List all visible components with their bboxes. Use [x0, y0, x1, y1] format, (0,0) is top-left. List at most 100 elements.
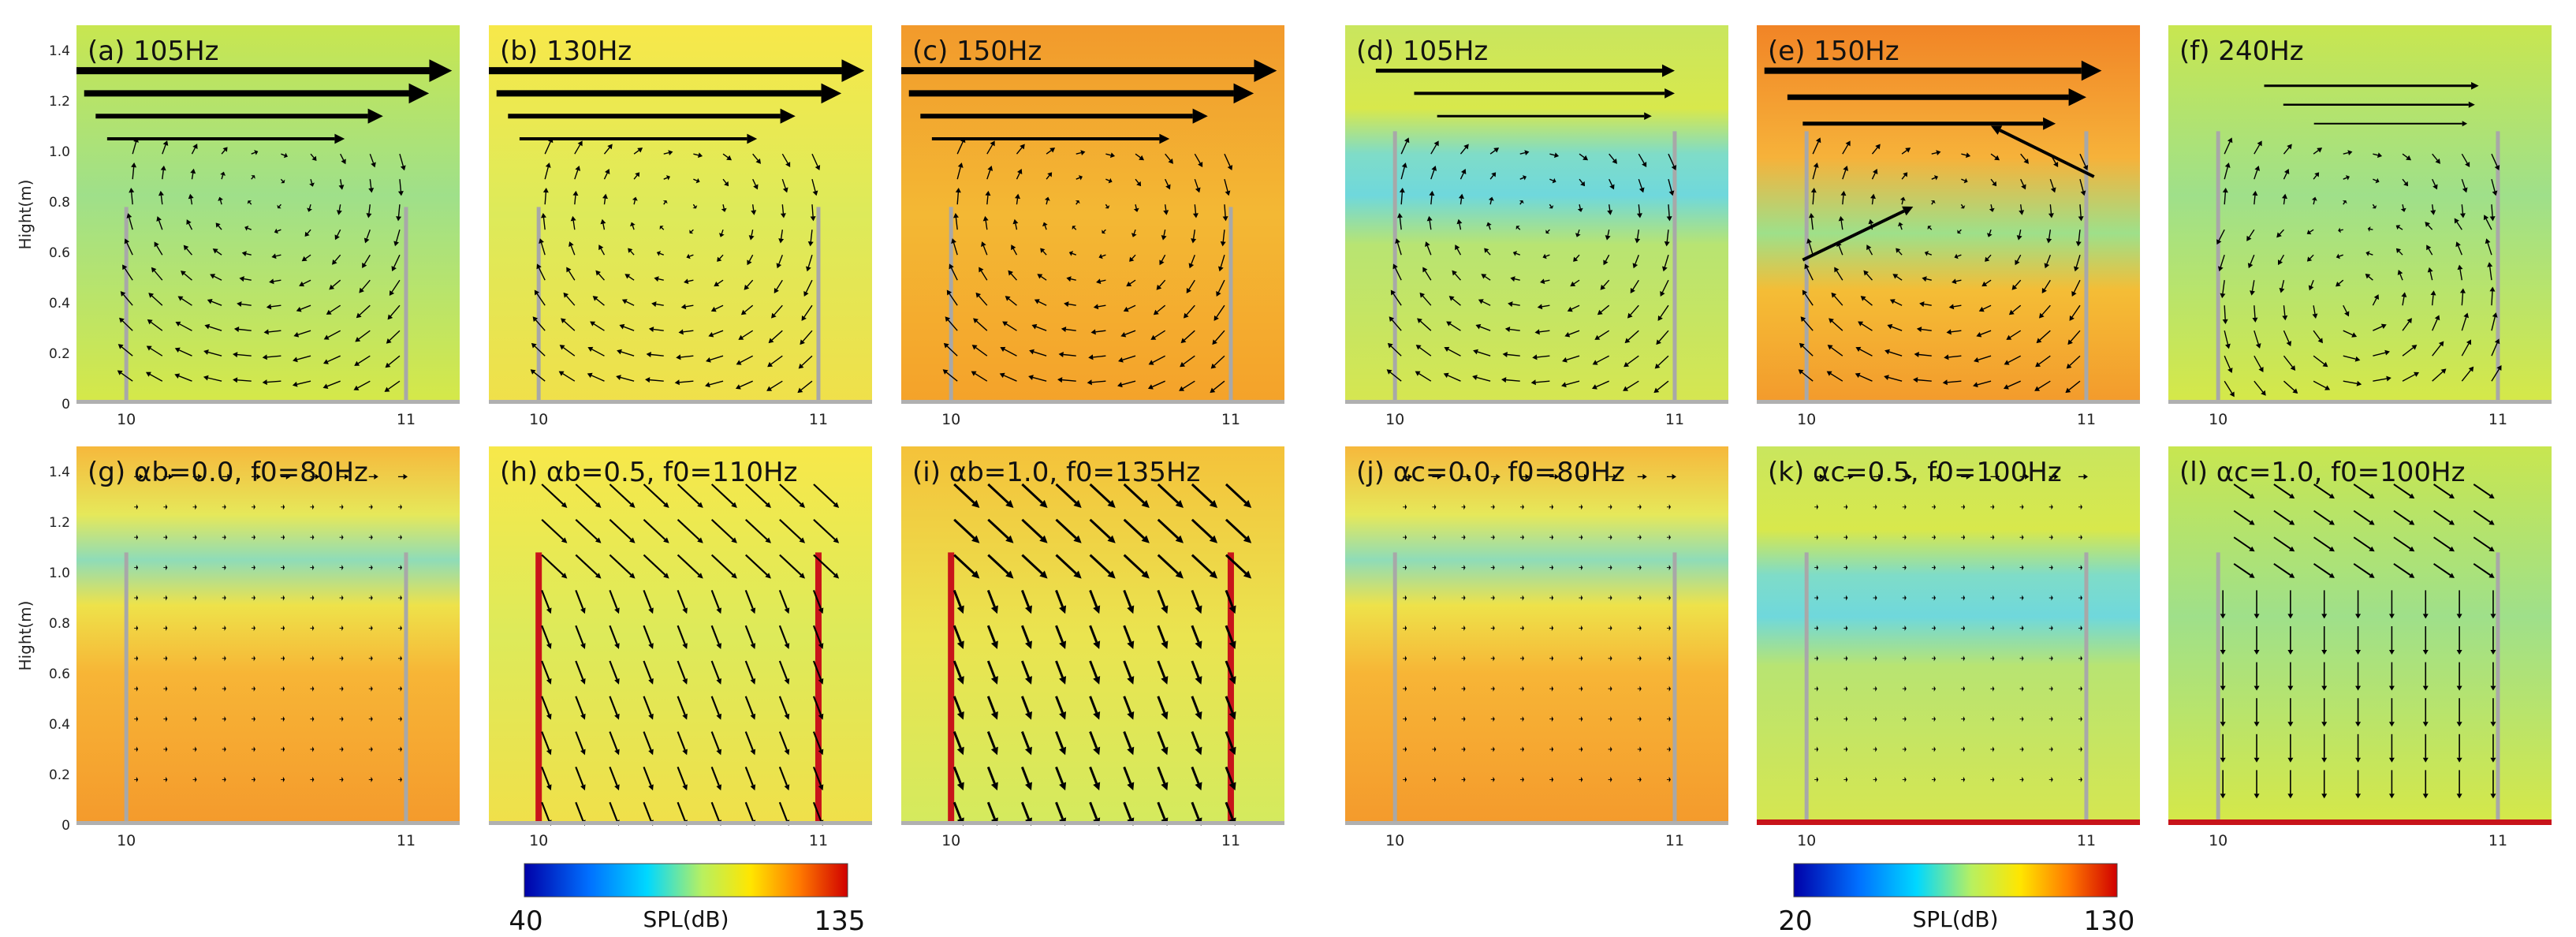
y-tick-label: 1.0 [49, 144, 70, 160]
y-tick-label: 0.6 [49, 666, 70, 682]
x-tick-label: 11 [1221, 411, 1240, 428]
colorbar-label: SPL(dB) [1912, 906, 1998, 932]
y-tick-label: 0.8 [49, 616, 70, 632]
panel-f: (f) 240Hz 10 11 [2168, 25, 2552, 428]
y-tick-label: 0.4 [49, 296, 70, 312]
x-tick-label: 10 [529, 832, 548, 849]
x-tick-label: 11 [2077, 832, 2096, 849]
x-tick-label: 11 [809, 832, 828, 849]
ground-line [2168, 400, 2552, 404]
colorbar-max: 130 [2084, 905, 2135, 937]
barrier-right [404, 207, 408, 404]
y-tick-label: 0.4 [49, 717, 70, 733]
panel-e: (e) 150Hz 10 11 [1757, 25, 2140, 428]
panel-title: (d) 105Hz [1356, 35, 1488, 67]
y-tick-label: 1.4 [49, 43, 70, 59]
x-tick-label: 11 [809, 411, 828, 428]
barrier-right [1672, 131, 1677, 404]
x-tick-label: 11 [1665, 411, 1684, 428]
colorbar-max: 135 [815, 905, 866, 937]
panel-d: (d) 105Hz 10 11 [1345, 25, 1728, 428]
absorbing-ground [2168, 819, 2552, 825]
x-tick-label: 10 [1797, 411, 1816, 428]
panel-i: (i) αb=1.0, f0=135Hz 10 11 [901, 446, 1284, 849]
barrier-right [2084, 552, 2089, 825]
x-tick-label: 10 [117, 411, 136, 428]
x-tick-label: 10 [2209, 411, 2227, 428]
barrier-left [1392, 552, 1397, 825]
y-tick-label: 0.2 [49, 767, 70, 783]
panel-a: (a) 105Hz 10 11 0 0.2 0.4 0.6 0.8 1.0 1.2 1.4 Hight… [16, 25, 460, 428]
x-tick-label: 10 [2209, 832, 2227, 849]
panel-title: (i) αb=1.0, f0=135Hz [912, 457, 1200, 488]
x-tick-label: 10 [1385, 832, 1404, 849]
spl-field-c [901, 25, 1284, 404]
x-tick-label: 10 [941, 411, 960, 428]
y-tick-label: 1.4 [49, 465, 70, 480]
x-tick-label: 11 [1665, 832, 1684, 849]
spl-field-f [2168, 25, 2552, 404]
ground-line [1345, 821, 1728, 825]
velocity-arrows [541, 483, 840, 827]
panel-title: (g) αb=0.0, f0=80Hz [88, 457, 368, 488]
panel-title: (c) 150Hz [912, 35, 1042, 67]
colorbar: 40 SPL(dB) 135 [509, 863, 866, 937]
spl-field-h [489, 446, 872, 825]
velocity-arrows [901, 59, 1277, 394]
barrier-left [535, 552, 542, 825]
colorbar-min: 40 [509, 905, 542, 937]
barrier-right [2496, 552, 2500, 825]
spl-field-g [76, 446, 460, 825]
colorbars-layer: 40 SPL(dB) 135 20 SPL(dB) 130 [509, 863, 2135, 937]
panel-title: (a) 105Hz [88, 35, 218, 67]
x-tick-label: 10 [941, 832, 960, 849]
panel-title: (b) 130Hz [500, 35, 632, 67]
x-tick-label: 11 [397, 832, 416, 849]
y-tick-label: 1.0 [49, 566, 70, 581]
spl-field-k [1757, 446, 2140, 825]
panel-title: (k) αc=0.5, f0=100Hz [1768, 457, 2062, 488]
y-tick-label: 0.8 [49, 195, 70, 211]
colorbar-gradient [524, 863, 848, 898]
barrier-right [2084, 131, 2089, 404]
y-tick-label: 1.2 [49, 515, 70, 531]
y-tick-label: 0.6 [49, 245, 70, 261]
x-tick-label: 10 [1385, 411, 1404, 428]
panel-title: (f) 240Hz [2179, 35, 2304, 67]
panel-title: (l) αc=1.0, f0=100Hz [2179, 457, 2465, 488]
velocity-arrows [1403, 473, 1676, 782]
ground-line [1757, 400, 2140, 404]
panel-g: (g) αb=0.0, f0=80Hz 10 11 0 0.2 0.4 0.6 0.8 1.0 1… [16, 446, 460, 849]
y-tick-label: 0 [62, 818, 70, 834]
barrier-left [949, 207, 953, 404]
panel-b: (b) 130Hz 10 11 [489, 25, 872, 428]
barrier-right [816, 207, 821, 404]
barrier-right [1227, 552, 1234, 825]
x-tick-label: 11 [2077, 411, 2096, 428]
barrier-right [815, 552, 822, 825]
velocity-arrows [2216, 82, 2502, 398]
absorbing-ground [1757, 819, 2140, 825]
barrier-left [1804, 552, 1809, 825]
x-tick-label: 11 [1221, 832, 1240, 849]
ground-line [489, 400, 872, 404]
barrier-left [948, 552, 955, 825]
barrier-right [2496, 131, 2500, 404]
ground-line [1345, 400, 1728, 404]
y-tick-label: 0.2 [49, 346, 70, 362]
y-tick-label: 0 [62, 397, 70, 413]
y-tick-label: 1.2 [49, 94, 70, 110]
panel-title: (j) αc=0.0, f0=80Hz [1356, 457, 1625, 488]
barrier-left [2216, 552, 2220, 825]
barrier-left [124, 207, 129, 404]
x-tick-label: 10 [1797, 832, 1816, 849]
x-tick-label: 11 [2488, 411, 2507, 428]
velocity-arrows [952, 483, 1252, 827]
panel-j: (j) αc=0.0, f0=80Hz 10 11 [1345, 446, 1728, 849]
barrier-right [1228, 207, 1233, 404]
colorbar: 20 SPL(dB) 130 [1778, 863, 2135, 937]
velocity-arrows [1764, 60, 2102, 394]
ground-line [489, 821, 872, 825]
x-tick-label: 11 [397, 411, 416, 428]
x-tick-label: 10 [117, 832, 136, 849]
